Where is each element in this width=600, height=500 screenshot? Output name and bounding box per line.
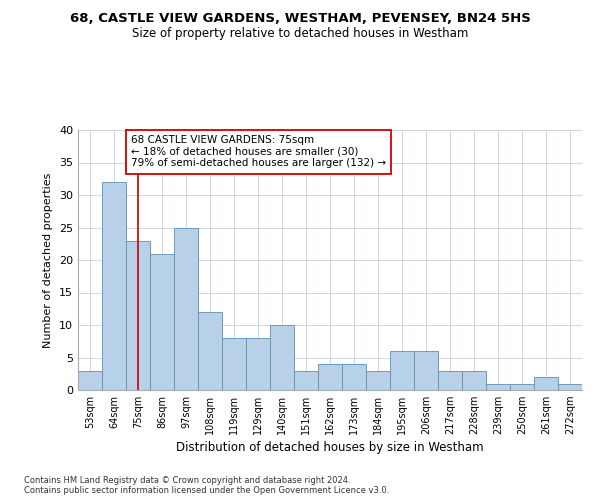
X-axis label: Distribution of detached houses by size in Westham: Distribution of detached houses by size …	[176, 442, 484, 454]
Bar	[126, 240, 150, 390]
Bar	[270, 325, 294, 390]
Bar	[246, 338, 270, 390]
Bar	[78, 370, 102, 390]
Bar	[294, 370, 318, 390]
Bar	[174, 228, 198, 390]
Text: Contains HM Land Registry data © Crown copyright and database right 2024.
Contai: Contains HM Land Registry data © Crown c…	[24, 476, 389, 495]
Bar	[222, 338, 246, 390]
Bar	[534, 377, 558, 390]
Bar	[414, 351, 438, 390]
Bar	[318, 364, 342, 390]
Text: 68, CASTLE VIEW GARDENS, WESTHAM, PEVENSEY, BN24 5HS: 68, CASTLE VIEW GARDENS, WESTHAM, PEVENS…	[70, 12, 530, 26]
Bar	[102, 182, 126, 390]
Bar	[438, 370, 462, 390]
Text: Size of property relative to detached houses in Westham: Size of property relative to detached ho…	[132, 28, 468, 40]
Text: 68 CASTLE VIEW GARDENS: 75sqm
← 18% of detached houses are smaller (30)
79% of s: 68 CASTLE VIEW GARDENS: 75sqm ← 18% of d…	[131, 135, 386, 168]
Bar	[150, 254, 174, 390]
Bar	[366, 370, 390, 390]
Bar	[486, 384, 510, 390]
Bar	[558, 384, 582, 390]
Y-axis label: Number of detached properties: Number of detached properties	[43, 172, 53, 348]
Bar	[342, 364, 366, 390]
Bar	[462, 370, 486, 390]
Bar	[390, 351, 414, 390]
Bar	[198, 312, 222, 390]
Bar	[510, 384, 534, 390]
